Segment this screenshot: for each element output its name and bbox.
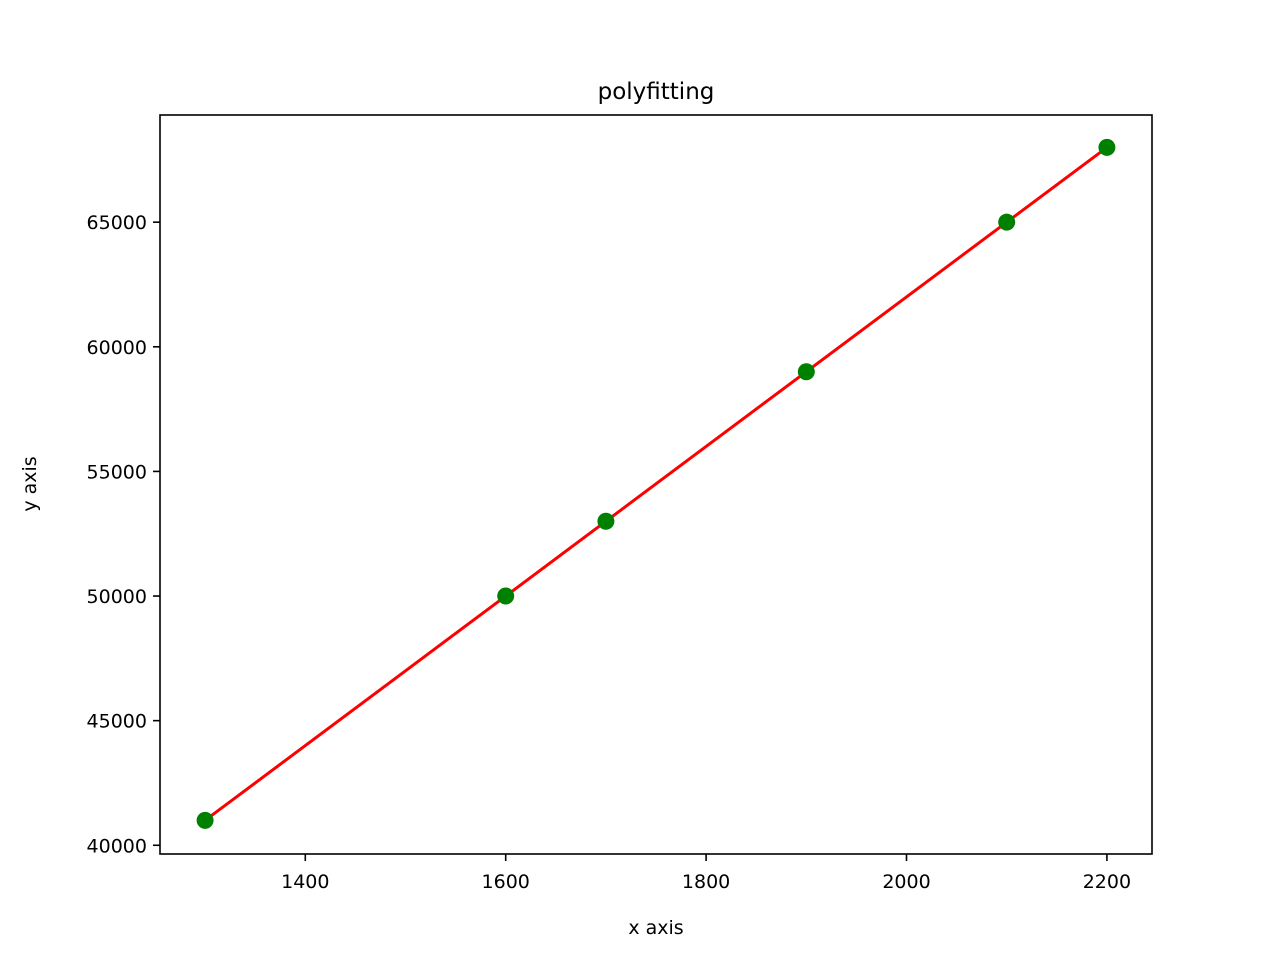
y-axis-ticks: 40000 45000 50000 55000 60000 65000	[87, 212, 160, 857]
data-point	[497, 587, 515, 605]
data-point	[998, 213, 1016, 231]
x-tick-label: 1600	[482, 871, 530, 893]
fit-line	[204, 146, 1108, 822]
y-tick-label: 60000	[87, 337, 147, 359]
data-point	[1098, 138, 1116, 156]
x-tick-label: 1400	[281, 871, 329, 893]
y-tick-label: 50000	[87, 586, 147, 608]
fit-line-layer	[204, 146, 1108, 822]
x-tick-label: 2200	[1083, 871, 1131, 893]
data-point	[797, 363, 815, 381]
x-tick-label: 2000	[882, 871, 930, 893]
chart-title: polyfitting	[598, 79, 715, 105]
x-axis-label: x axis	[628, 917, 683, 939]
plot-frame	[159, 114, 1153, 855]
data-point	[597, 512, 615, 530]
points-layer	[196, 138, 1116, 829]
data-point	[196, 811, 214, 829]
y-tick-label: 45000	[87, 711, 147, 733]
y-axis-label: y axis	[19, 456, 41, 511]
x-axis-ticks: 1400 1600 1800 2000 2200	[281, 854, 1131, 893]
y-tick-label: 65000	[87, 212, 147, 234]
y-tick-label: 40000	[87, 835, 147, 857]
x-tick-label: 1800	[682, 871, 730, 893]
y-tick-label: 55000	[87, 461, 147, 483]
